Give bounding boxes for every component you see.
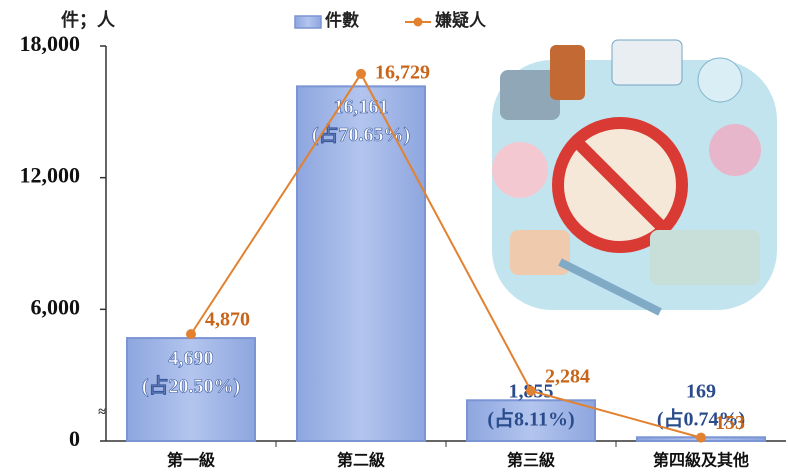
bar-share-label: (占70.65%) xyxy=(312,123,410,146)
illustration xyxy=(492,39,777,316)
y-tick-label: 12,000 xyxy=(20,163,81,188)
line-value-label: 2,284 xyxy=(545,365,590,387)
bar-share-label: (占0.74%) xyxy=(657,408,745,431)
bar xyxy=(126,337,256,443)
bar-value-label: 4,690 xyxy=(169,348,214,370)
line-value-label: 153 xyxy=(715,412,745,434)
x-tick-label: 第一級 xyxy=(167,451,215,470)
line-value-label: 16,729 xyxy=(375,61,430,83)
axis-break: ≈ xyxy=(98,405,106,420)
line-point xyxy=(526,385,536,396)
y-axis-label: 件；人 xyxy=(61,9,116,30)
legend-swatch xyxy=(413,17,423,27)
bar-share-label: (占8.11%) xyxy=(487,408,574,431)
line xyxy=(190,71,702,439)
bar-value-label: 16,161 xyxy=(334,96,389,118)
bar xyxy=(296,85,426,442)
legend-swatch xyxy=(294,15,322,29)
line-value-label: 4,870 xyxy=(205,309,250,331)
line-point xyxy=(186,329,196,340)
y-tick-label: 0 xyxy=(69,426,80,451)
x-tick-label: 第四級及其他 xyxy=(653,451,749,470)
line-point xyxy=(356,68,366,79)
bar xyxy=(466,399,596,443)
legend-label: 嫌疑人 xyxy=(434,10,487,30)
line-point xyxy=(696,432,706,443)
legend-label: 件數 xyxy=(325,10,359,30)
x-tick-label: 第三級 xyxy=(507,451,555,470)
bar-share-label: (占20.50%) xyxy=(142,375,240,398)
y-tick-label: 18,000 xyxy=(20,31,81,56)
y-tick-label: 6,000 xyxy=(31,294,81,319)
x-tick-label: 第二級 xyxy=(337,451,385,470)
bar-value-label: 169 xyxy=(686,381,716,403)
